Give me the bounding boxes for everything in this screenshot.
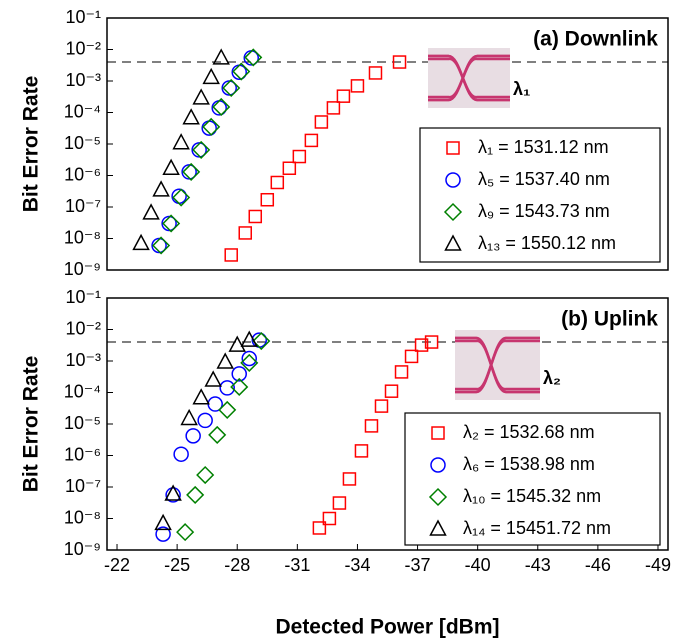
legend-label: λ₁₄ = 15451.72 nm [463,518,611,538]
x-tick-label: -31 [284,555,310,575]
y-tick-label: 10⁻⁴ [64,381,101,401]
x-tick-label: -22 [104,555,130,575]
panel-title: (b) Uplink [561,308,658,331]
legend-label: λ₁₀ = 1545.32 nm [463,486,601,506]
y-tick-label: 10⁻⁵ [64,413,101,433]
legend-label: λ₁₃ = 1550.12 nm [478,233,616,253]
y-axis-label: Bit Error Rate [20,76,43,213]
y-tick-label: 10⁻³ [65,70,101,90]
x-tick-label: -37 [405,555,431,575]
y-tick-label: 10⁻⁴ [64,101,101,121]
panel-title: (a) Downlink [533,28,658,51]
legend-label: λ₂ = 1532.68 nm [463,422,595,442]
y-tick-label: 10⁻⁹ [64,259,101,279]
x-axis-label: Detected Power [dBm] [275,616,499,639]
y-tick-label: 10⁻¹ [65,287,101,307]
x-tick-label: -28 [224,555,250,575]
y-tick-label: 10⁻⁵ [64,133,101,153]
x-tick-label: -46 [585,555,611,575]
y-tick-label: 10⁻³ [65,350,101,370]
figure: 10⁻⁹ 10⁻⁸ 10⁻⁷ 10⁻⁶ 10⁻⁵ 10⁻⁴ 10⁻³ 10⁻² 10⁻¹ (a) … [0,0,681,643]
y-tick-label: 10⁻¹ [65,7,101,27]
legend-label: λ₉ = 1543.73 nm [478,201,610,221]
y-axis-label: Bit Error Rate [20,356,43,493]
eye-label: λ₁ [513,79,530,99]
legend-label: λ₁ = 1531.12 nm [478,137,609,157]
y-tick-label: 10⁻⁸ [64,227,101,247]
y-tick-label: 10⁻⁷ [65,476,101,496]
y-tick-label: 10⁻² [65,38,101,58]
y-tick-label: 10⁻⁶ [64,444,101,464]
x-tick-label: -25 [164,555,190,575]
x-tick-label: -34 [344,555,370,575]
legend-label: λ₆ = 1538.98 nm [463,454,595,474]
x-tick-label: -43 [525,555,551,575]
legend-label: λ₅ = 1537.40 nm [478,169,610,189]
y-tick-label: 10⁻² [65,318,101,338]
x-tick-label: -40 [465,555,491,575]
y-tick-label: 10⁻⁶ [64,164,101,184]
y-tick-label: 10⁻⁷ [65,196,101,216]
y-tick-label: 10⁻⁹ [64,539,101,559]
x-tick-label: -49 [645,555,671,575]
y-tick-label: 10⁻⁸ [64,507,101,527]
eye-label: λ₂ [543,368,561,388]
